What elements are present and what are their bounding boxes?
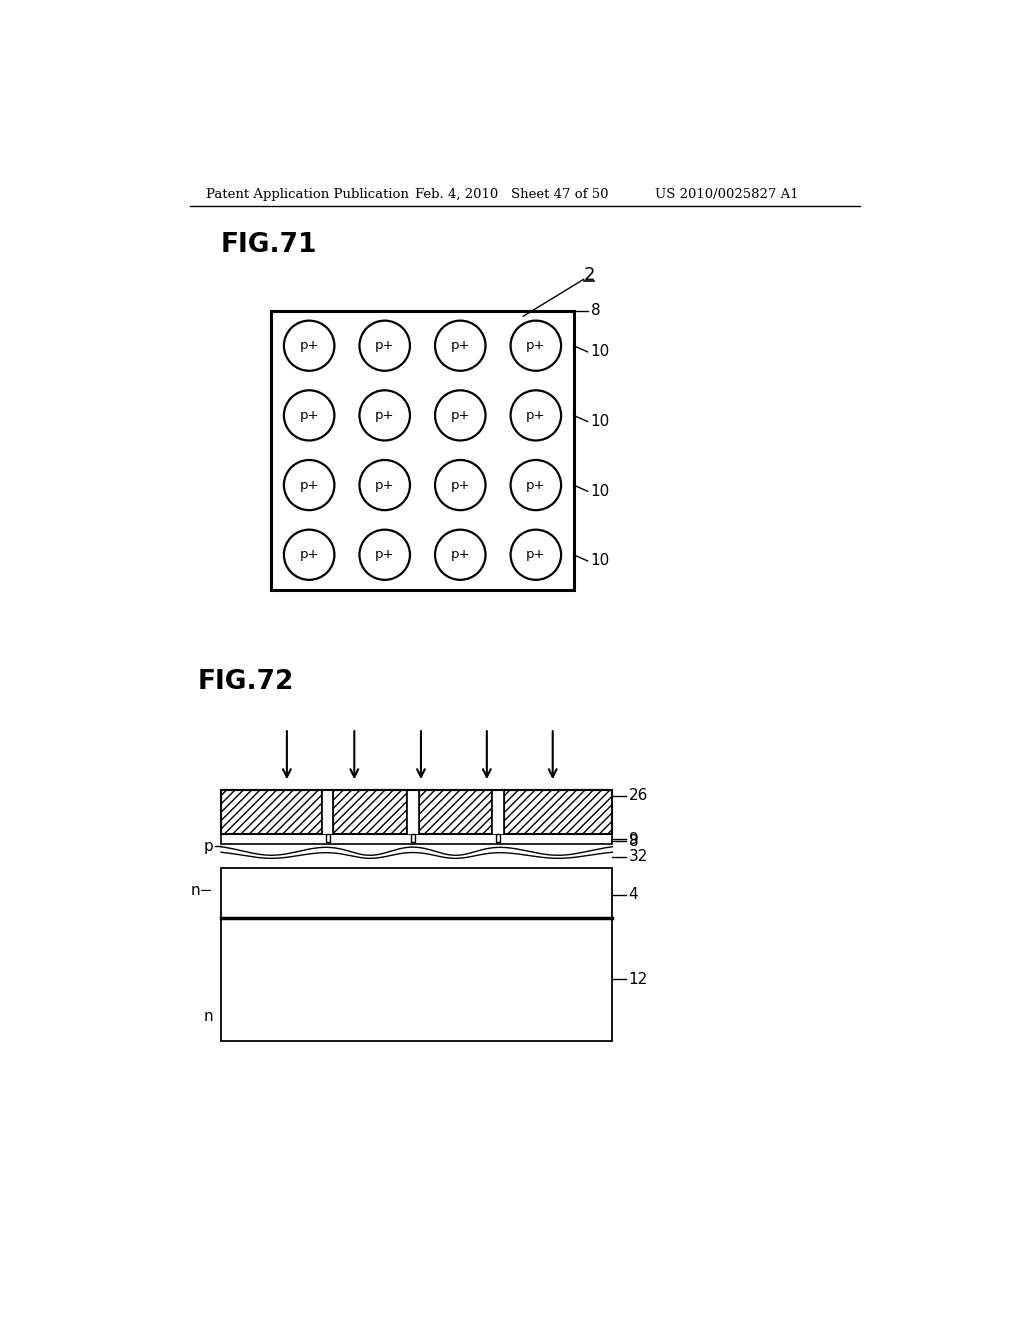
Text: p: p [204, 838, 213, 854]
Circle shape [359, 321, 410, 371]
Text: p+: p+ [299, 548, 318, 561]
Circle shape [359, 529, 410, 579]
Text: p+: p+ [526, 479, 546, 491]
Text: p+: p+ [375, 339, 394, 352]
Text: FIG.72: FIG.72 [198, 669, 294, 696]
Circle shape [435, 529, 485, 579]
Bar [334, 789, 407, 834]
Text: 2: 2 [584, 267, 595, 284]
Bar [493, 789, 504, 834]
Circle shape [284, 391, 335, 441]
Bar [221, 917, 612, 1040]
Text: Feb. 4, 2010   Sheet 47 of 50: Feb. 4, 2010 Sheet 47 of 50 [415, 187, 608, 201]
Text: p+: p+ [451, 339, 470, 352]
Bar [419, 789, 493, 834]
Circle shape [359, 459, 410, 510]
Text: 10: 10 [591, 345, 610, 359]
Text: Patent Application Publication: Patent Application Publication [206, 187, 409, 201]
Text: p+: p+ [375, 409, 394, 422]
Bar [411, 834, 415, 842]
Text: 10: 10 [591, 553, 610, 569]
Circle shape [284, 529, 335, 579]
Circle shape [435, 391, 485, 441]
Bar [271, 312, 573, 590]
Text: 10: 10 [591, 483, 610, 499]
Circle shape [284, 321, 335, 371]
Circle shape [359, 391, 410, 441]
Text: p+: p+ [299, 409, 318, 422]
Bar [504, 789, 612, 834]
Circle shape [284, 459, 335, 510]
Text: 32: 32 [629, 849, 648, 865]
Text: p+: p+ [299, 479, 318, 491]
Text: 26: 26 [629, 788, 648, 804]
Text: 9: 9 [629, 832, 638, 846]
Circle shape [511, 391, 561, 441]
Text: p+: p+ [526, 548, 546, 561]
Text: p+: p+ [451, 409, 470, 422]
Text: n: n [204, 1008, 213, 1024]
Text: p+: p+ [526, 409, 546, 422]
Bar [326, 834, 330, 842]
Text: p+: p+ [375, 479, 394, 491]
Circle shape [435, 459, 485, 510]
Text: 8: 8 [629, 834, 638, 849]
Circle shape [511, 529, 561, 579]
Text: 10: 10 [591, 414, 610, 429]
Text: FIG.71: FIG.71 [221, 231, 317, 257]
Text: p+: p+ [526, 339, 546, 352]
Bar [407, 789, 419, 834]
Bar [221, 867, 612, 917]
Text: p+: p+ [299, 339, 318, 352]
Bar [221, 789, 322, 834]
Text: n−: n− [190, 883, 213, 898]
Bar [221, 834, 612, 845]
Text: p+: p+ [451, 479, 470, 491]
Bar [322, 789, 334, 834]
Text: US 2010/0025827 A1: US 2010/0025827 A1 [655, 187, 799, 201]
Circle shape [511, 321, 561, 371]
Text: p+: p+ [375, 548, 394, 561]
Text: p+: p+ [451, 548, 470, 561]
Text: 12: 12 [629, 972, 648, 987]
Bar [496, 834, 500, 842]
Text: 8: 8 [591, 304, 600, 318]
Circle shape [435, 321, 485, 371]
Circle shape [511, 459, 561, 510]
Text: 4: 4 [629, 887, 638, 902]
